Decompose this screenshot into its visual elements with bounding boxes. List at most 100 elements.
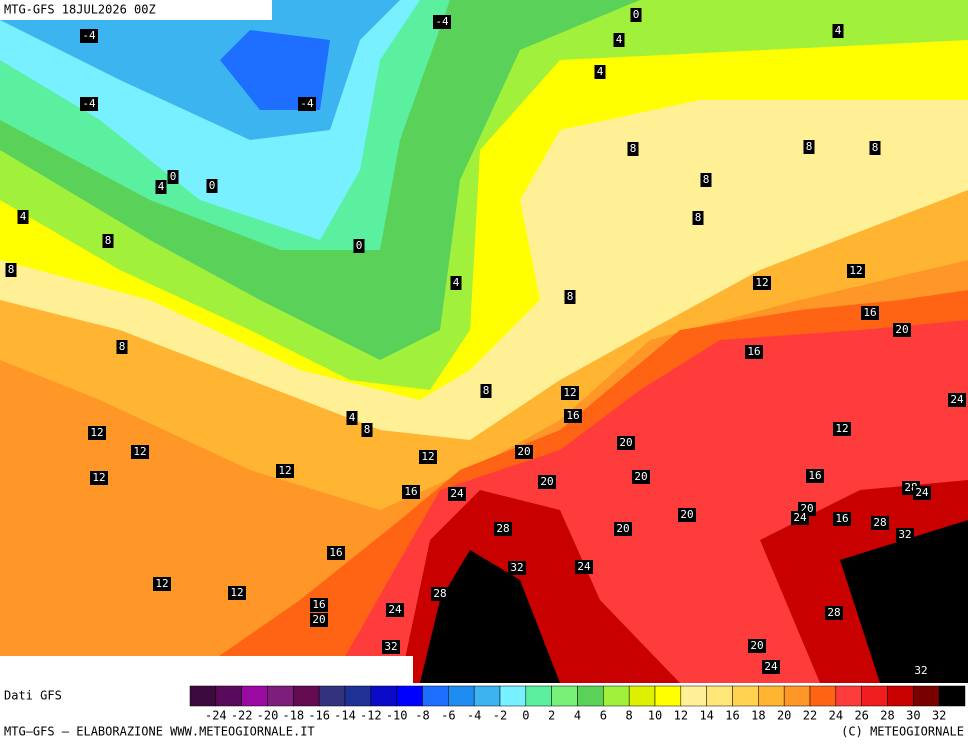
contour-label: 4 <box>597 65 604 78</box>
contour-label-box <box>753 276 771 290</box>
contour-label: 8 <box>119 340 126 353</box>
legend-label: 22 <box>803 709 817 723</box>
contour-label-box <box>448 487 466 501</box>
contour-label-box <box>298 97 316 111</box>
contour-label-box <box>80 97 98 111</box>
legend-swatch <box>499 685 527 707</box>
legend-swatch <box>318 685 346 707</box>
contour-label: 4 <box>20 210 27 223</box>
contour-label: 20 <box>517 445 530 458</box>
contour-label-box <box>116 340 128 354</box>
legend-label: -10 <box>386 709 408 723</box>
legend-swatch <box>525 685 552 707</box>
contour-label-box <box>630 8 642 22</box>
contour-label-box <box>832 24 844 38</box>
legend-swatch <box>370 685 397 707</box>
contour-label-box <box>515 445 533 459</box>
legend-label: -16 <box>308 709 330 723</box>
contour-label-box <box>480 384 492 398</box>
legend-swatch <box>809 685 837 707</box>
legend-swatch <box>422 685 449 707</box>
contour-label-box <box>564 409 582 423</box>
contour-label-box <box>632 470 650 484</box>
legend-swatch <box>448 685 475 707</box>
contour-label-box <box>17 210 29 224</box>
contour-label-box <box>131 445 149 459</box>
contour-label: 20 <box>895 323 908 336</box>
contour-label-box <box>450 276 462 290</box>
contour-label: 28 <box>827 606 840 619</box>
contour-label-box <box>419 450 437 464</box>
legend-label: -8 <box>415 709 429 723</box>
contour-label: 20 <box>634 470 647 483</box>
contour-label: 24 <box>764 660 778 673</box>
contour-label: 8 <box>483 384 490 397</box>
contour-label: 16 <box>808 469 821 482</box>
legend-label: 14 <box>699 709 713 723</box>
legend-label: -12 <box>360 709 382 723</box>
zone <box>220 30 330 110</box>
legend-swatch <box>473 685 501 707</box>
contour-label-box <box>431 587 449 601</box>
legend-label: -18 <box>282 709 304 723</box>
legend-label: -6 <box>441 709 455 723</box>
contour-label-box <box>153 577 171 591</box>
contour-label: 12 <box>90 426 103 439</box>
map-title: MTG-GFS 18JUL2026 00Z <box>4 3 156 17</box>
legend-swatch <box>938 685 966 707</box>
contour-label: 12 <box>563 386 576 399</box>
legend-label: 12 <box>674 709 688 723</box>
contour-label: 16 <box>835 512 848 525</box>
legend-label: 18 <box>751 709 765 723</box>
legend-swatch <box>293 685 320 707</box>
legend-swatch <box>887 685 914 707</box>
contour-label: 4 <box>158 180 165 193</box>
contour-label-box <box>861 306 879 320</box>
contour-label: 8 <box>8 263 15 276</box>
legend-swatch <box>706 685 733 707</box>
contour-label-box <box>594 65 606 79</box>
contour-label: -4 <box>82 97 96 110</box>
legend-label: -20 <box>257 709 279 723</box>
contour-label-box <box>90 471 108 485</box>
contour-label: 28 <box>433 587 446 600</box>
contour-label: 20 <box>540 475 553 488</box>
contour-label-box <box>678 508 696 522</box>
contour-label: 8 <box>567 290 574 303</box>
legend-swatch <box>396 685 423 707</box>
legend-label: 24 <box>829 709 843 723</box>
footer-right: (C) METEOGIORNALE <box>841 725 964 739</box>
legend-swatch <box>577 685 604 707</box>
legend-swatch <box>628 685 656 707</box>
legend-swatch <box>654 685 682 707</box>
contour-label: 32 <box>914 664 927 677</box>
contour-label-box <box>346 411 358 425</box>
contour-label-box <box>353 239 365 253</box>
legend-swatch <box>758 685 785 707</box>
contour-label-box <box>627 142 639 156</box>
contour-label: 16 <box>747 345 760 358</box>
contour-label: 8 <box>364 423 371 436</box>
contour-label: 16 <box>312 598 325 611</box>
contour-label-box <box>791 511 809 525</box>
contour-label-box <box>825 606 843 620</box>
legend-label: 6 <box>600 709 607 723</box>
legend-swatch <box>680 685 707 707</box>
contour-label: 0 <box>209 179 216 192</box>
contour-label: 12 <box>755 276 768 289</box>
legend-label: -14 <box>334 709 356 723</box>
contour-label-box <box>893 323 911 337</box>
contour-label: 24 <box>793 511 807 524</box>
contour-label: 28 <box>496 522 509 535</box>
legend-swatch <box>241 685 268 707</box>
legend-label: 28 <box>880 709 894 723</box>
contour-label-box <box>912 664 930 678</box>
contour-label-box <box>276 464 294 478</box>
contour-label-box <box>847 264 865 278</box>
contour-label: -4 <box>435 15 449 28</box>
contour-label: 12 <box>230 586 243 599</box>
contour-label-box <box>762 660 780 674</box>
contour-label-box <box>167 170 179 184</box>
contour-label-box <box>155 180 167 194</box>
